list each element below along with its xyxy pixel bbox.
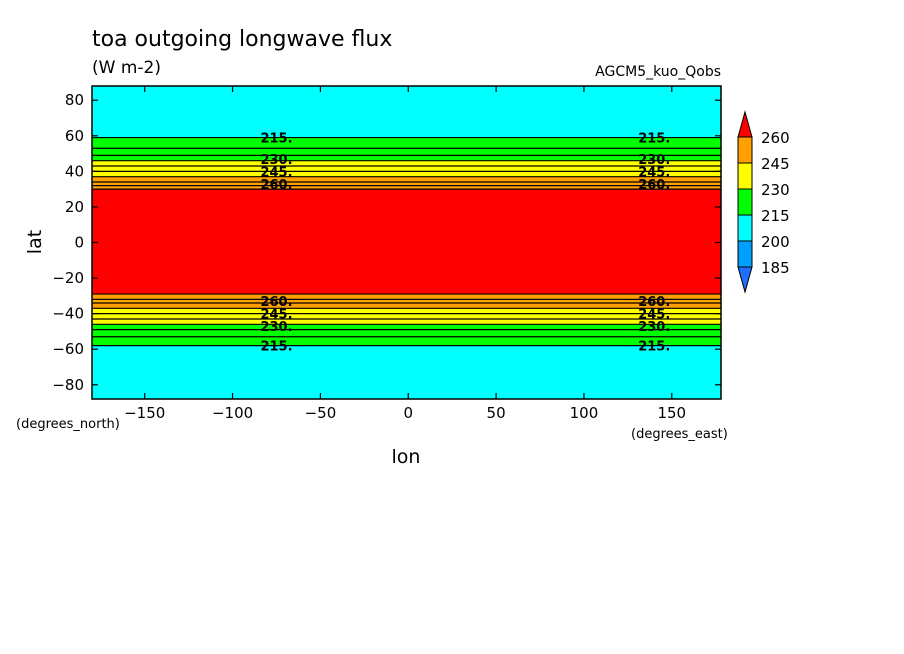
contour-label: 230. — [260, 320, 292, 335]
colorbar-box — [737, 136, 753, 164]
colorbar-label: 230 — [761, 181, 790, 199]
band-230-245 — [92, 160, 721, 177]
colorbar-label: 260 — [761, 129, 790, 147]
band-215-230 — [92, 324, 721, 346]
colorbar-label: 245 — [761, 155, 790, 173]
contour-label: 215. — [260, 132, 292, 147]
y-axis: −80 −60 −40 −20 0 20 40 60 80 — [52, 91, 721, 394]
dataset-name: AGCM5_kuo_Qobs — [595, 64, 721, 80]
colorbar-label: 200 — [761, 233, 790, 251]
contour-label-group: 215. 215.230. 230.245. 245.260. 260.260. 260.… — [260, 132, 670, 355]
contour-label: 260. — [260, 295, 292, 310]
x-tick-label: 100 — [570, 404, 599, 422]
y-tick-label: 40 — [65, 162, 84, 180]
x-tick-label: −150 — [124, 404, 165, 422]
contour-label: 230. — [638, 153, 670, 168]
contour-label: 245. — [638, 165, 670, 180]
x-tick-label: 50 — [487, 404, 506, 422]
y-tick-label: −80 — [52, 376, 84, 394]
chart-units: (W m-2) — [92, 58, 161, 78]
y-tick-label: −40 — [52, 305, 84, 323]
y-tick-label: 80 — [65, 91, 84, 109]
y-tick-label: 60 — [65, 127, 84, 145]
x-tick-label: 150 — [657, 404, 686, 422]
y-axis-label: lat — [24, 230, 46, 254]
x-axis-label: lon — [392, 446, 421, 468]
contour-group — [92, 136, 721, 347]
band-200-215 — [92, 86, 721, 138]
plot-area: 215. 215.230. 230.245. 245.260. 260.260. 260.… — [91, 85, 722, 400]
contour-label: 260. — [638, 295, 670, 310]
contour-label: 215. — [260, 340, 292, 355]
colorbar-box — [737, 240, 753, 268]
x-axis: −150 −100 −50 0 50 100 150 — [124, 86, 686, 422]
contour-label: 260. — [260, 178, 292, 193]
colorbar-triangle-top — [737, 110, 753, 138]
y-tick-label: −60 — [52, 340, 84, 358]
colorbar: 260 245 230 215 200 185 — [737, 110, 790, 294]
contour-label: 230. — [638, 320, 670, 335]
y-tick-label: −20 — [52, 269, 84, 287]
colorbar-label: 215 — [761, 207, 790, 225]
colorbar-box — [737, 214, 753, 242]
chart-title: toa outgoing longwave flux — [92, 27, 392, 52]
band->260 — [92, 189, 721, 295]
colorbar-box — [737, 162, 753, 190]
y-axis-units: (degrees_north) — [16, 417, 120, 432]
colorbar-triangle-bottom — [737, 266, 753, 294]
x-axis-units: (degrees_east) — [631, 427, 728, 442]
contour-label: 245. — [638, 308, 670, 323]
contour-label: 215. — [638, 132, 670, 147]
x-tick-label: −100 — [212, 404, 253, 422]
contour-label: 245. — [260, 165, 292, 180]
band-200-215 — [92, 345, 721, 399]
x-tick-label: 0 — [403, 404, 413, 422]
y-tick-label: 0 — [74, 234, 84, 252]
x-tick-label: −50 — [305, 404, 337, 422]
band-245-260 — [92, 176, 721, 190]
colorbar-label: 185 — [761, 259, 790, 277]
colorbar-box — [737, 188, 753, 216]
band-215-230 — [92, 137, 721, 161]
band-group — [92, 86, 721, 399]
band-245-260 — [92, 294, 721, 309]
contour-label: 260. — [638, 178, 670, 193]
contour-label: 230. — [260, 153, 292, 168]
contour-label: 215. — [638, 340, 670, 355]
y-tick-label: 20 — [65, 198, 84, 216]
band-230-245 — [92, 308, 721, 325]
contour-label: 245. — [260, 308, 292, 323]
